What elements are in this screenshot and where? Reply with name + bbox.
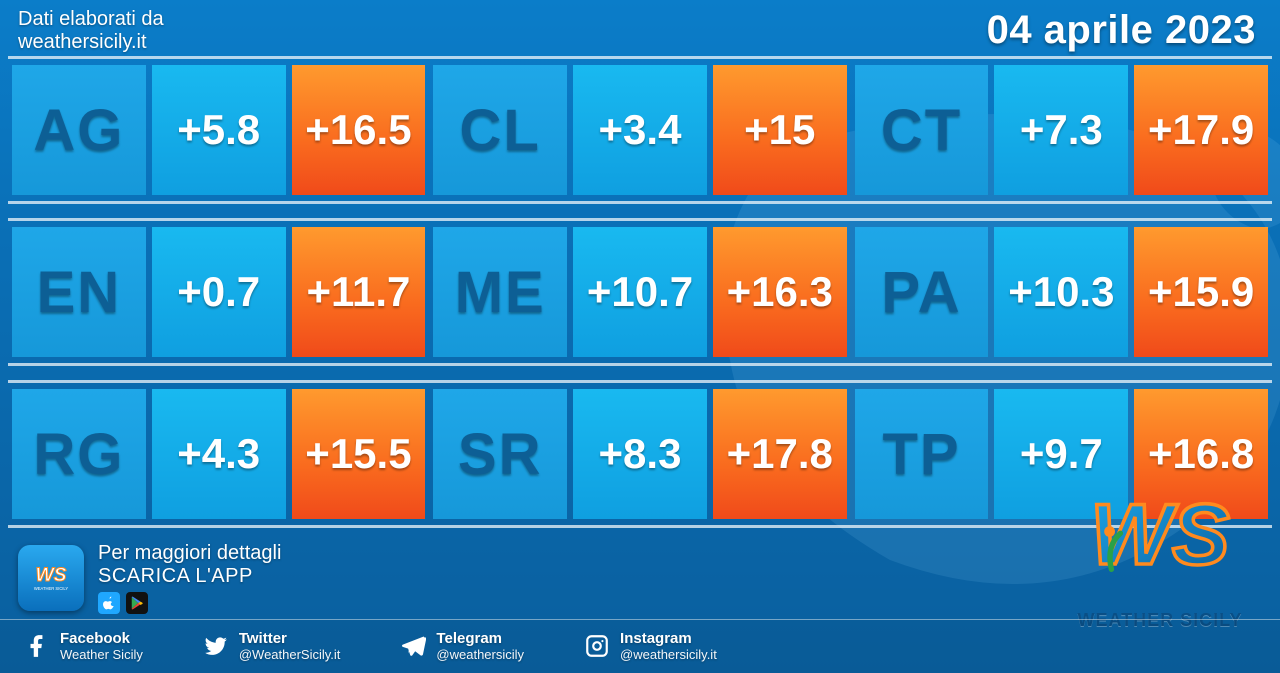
province-abbr: ME <box>433 227 567 357</box>
province-abbr: TP <box>855 389 989 519</box>
province-group: CT +7.3 +17.9 <box>851 59 1272 201</box>
social-handle: Weather Sicily <box>60 648 143 662</box>
province-abbr: SR <box>433 389 567 519</box>
province-abbr: RG <box>12 389 146 519</box>
province-group: RG +4.3 +15.5 <box>8 383 429 525</box>
telegram-icon <box>400 633 426 659</box>
social-bar: Facebook Weather Sicily Twitter @Weather… <box>0 619 1280 673</box>
social-instagram: Instagram @weathersicily.it <box>584 631 717 662</box>
social-name: Telegram <box>436 631 524 648</box>
facebook-icon <box>24 633 50 659</box>
social-handle: @weathersicily <box>436 648 524 662</box>
social-handle: @WeatherSicily.it <box>239 648 341 662</box>
province-group: AG +5.8 +16.5 <box>8 59 429 201</box>
province-group: EN +0.7 +11.7 <box>8 221 429 363</box>
svg-text:WS: WS <box>35 565 66 586</box>
province-abbr: EN <box>12 227 146 357</box>
grid-row: RG +4.3 +15.5 SR +8.3 +17.8 TP +9.7 +16.… <box>8 380 1272 528</box>
province-group: TP +9.7 +16.8 <box>851 383 1272 525</box>
temp-low: +7.3 <box>994 65 1128 195</box>
app-promo-text: Per maggiori dettagli SCARICA L'APP <box>98 542 281 614</box>
store-icons <box>98 592 281 614</box>
temp-high: +16.3 <box>713 227 847 357</box>
promo-line1: Per maggiori dettagli <box>98 542 281 565</box>
social-name: Twitter <box>239 631 341 648</box>
province-abbr: PA <box>855 227 989 357</box>
playstore-icon <box>126 592 148 614</box>
temp-high: +17.8 <box>713 389 847 519</box>
province-group: SR +8.3 +17.8 <box>429 383 850 525</box>
temp-low: +0.7 <box>152 227 286 357</box>
social-telegram: Telegram @weathersicily <box>400 631 524 662</box>
social-name: Instagram <box>620 631 717 648</box>
province-abbr: CL <box>433 65 567 195</box>
temp-low: +3.4 <box>573 65 707 195</box>
header-prefix: Dati elaborati da <box>18 8 164 31</box>
header-source: Dati elaborati da weathersicily.it <box>18 8 164 54</box>
temperature-grid: AG +5.8 +16.5 CL +3.4 +15 CT +7.3 +17.9 … <box>0 56 1280 528</box>
temp-low: +8.3 <box>573 389 707 519</box>
social-name: Facebook <box>60 631 143 648</box>
appstore-icon <box>98 592 120 614</box>
temp-high: +17.9 <box>1134 65 1268 195</box>
temp-low: +5.8 <box>152 65 286 195</box>
instagram-icon <box>584 633 610 659</box>
province-abbr: CT <box>855 65 989 195</box>
grid-row: AG +5.8 +16.5 CL +3.4 +15 CT +7.3 +17.9 <box>8 56 1272 204</box>
social-twitter: Twitter @WeatherSicily.it <box>203 631 341 662</box>
app-badge-icon: WS WEATHER SICILY <box>18 545 84 611</box>
header-date: 04 aprile 2023 <box>987 8 1256 53</box>
temp-high: +15.9 <box>1134 227 1268 357</box>
temp-high: +15 <box>713 65 847 195</box>
grid-row: EN +0.7 +11.7 ME +10.7 +16.3 PA +10.3 +1… <box>8 218 1272 366</box>
temp-low: +10.3 <box>994 227 1128 357</box>
twitter-icon <box>203 633 229 659</box>
app-promo: WS WEATHER SICILY Per maggiori dettagli … <box>0 538 1280 620</box>
temp-low: +4.3 <box>152 389 286 519</box>
svg-text:WEATHER SICILY: WEATHER SICILY <box>34 586 68 591</box>
province-group: CL +3.4 +15 <box>429 59 850 201</box>
temp-high: +16.8 <box>1134 389 1268 519</box>
temp-high: +11.7 <box>292 227 426 357</box>
temp-high: +16.5 <box>292 65 426 195</box>
temp-low: +9.7 <box>994 389 1128 519</box>
temp-low: +10.7 <box>573 227 707 357</box>
header: Dati elaborati da weathersicily.it 04 ap… <box>0 0 1280 56</box>
promo-line2: SCARICA L'APP <box>98 565 281 588</box>
province-group: PA +10.3 +15.9 <box>851 221 1272 363</box>
province-abbr: AG <box>12 65 146 195</box>
social-facebook: Facebook Weather Sicily <box>24 631 143 662</box>
temp-high: +15.5 <box>292 389 426 519</box>
header-site: weathersicily.it <box>18 31 164 54</box>
social-handle: @weathersicily.it <box>620 648 717 662</box>
province-group: ME +10.7 +16.3 <box>429 221 850 363</box>
